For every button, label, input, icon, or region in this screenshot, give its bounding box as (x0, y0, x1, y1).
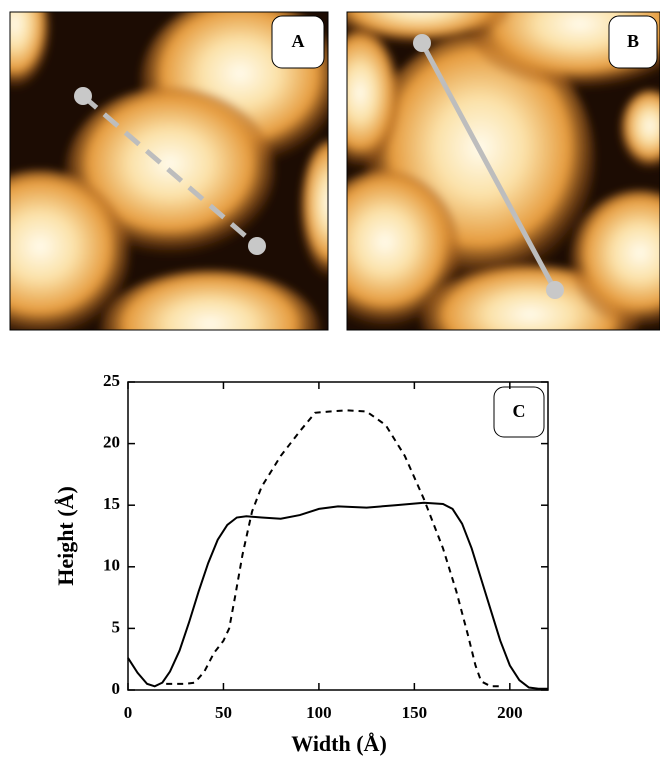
data-line (127, 501, 548, 690)
panel-label: B (627, 31, 639, 51)
frame-a (9, 11, 329, 331)
x-axis-label: Width (Å) (291, 731, 387, 756)
data-line (166, 409, 501, 688)
y-tick-label: 25 (103, 371, 120, 390)
x-tick-label: 200 (497, 703, 523, 722)
panel-label: A (292, 31, 305, 51)
panel-label: C (513, 401, 526, 421)
y-tick-label: 0 (112, 679, 121, 698)
y-tick-label: 10 (103, 556, 120, 575)
plot-frame (127, 381, 549, 691)
x-tick-label: 150 (402, 703, 428, 722)
y-tick-label: 5 (112, 617, 121, 636)
label-box (493, 386, 545, 438)
image-b (347, 12, 660, 330)
y-tick-label: 20 (103, 433, 120, 452)
y-axis-label: Height (Å) (53, 486, 78, 586)
frame-b (346, 11, 660, 331)
x-tick-label: 100 (306, 703, 332, 722)
x-tick-label: 0 (124, 703, 133, 722)
label-box (271, 15, 325, 69)
x-tick-label: 50 (215, 703, 232, 722)
y-tick-label: 15 (103, 494, 120, 513)
label-box (608, 15, 658, 69)
